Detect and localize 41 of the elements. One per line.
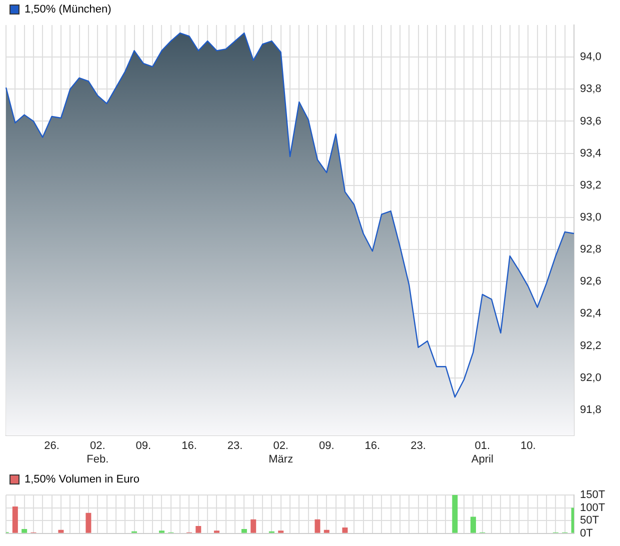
y-tick-label: 92,0 <box>580 372 602 384</box>
y-tick-label: 0T <box>580 527 594 540</box>
x-tick-label: 01. April <box>471 440 494 466</box>
bar <box>241 529 247 533</box>
bar <box>22 529 28 533</box>
x-tick-label: 26. <box>44 440 60 452</box>
x-tick-label: 16. <box>364 440 380 452</box>
x-tick-label: 02. Feb. <box>86 440 109 466</box>
y-tick-label: 91,8 <box>580 404 602 416</box>
y-tick-label: 93,0 <box>580 212 602 224</box>
bar <box>342 528 348 533</box>
bar <box>324 530 330 533</box>
y-tick-label: 92,8 <box>580 244 602 256</box>
bar <box>86 512 92 533</box>
bar <box>452 495 458 533</box>
y-tick-label: 94,0 <box>580 51 602 64</box>
x-tick-label: 10. <box>520 440 536 452</box>
legend-label: 1,50% Volumen in Euro <box>24 474 140 486</box>
y-tick-label: 93,4 <box>580 147 602 160</box>
x-tick-label: 09. <box>136 440 152 452</box>
legend-label: 1,50% (München) <box>24 4 112 16</box>
bar <box>470 516 476 533</box>
y-tick-label: 100T <box>580 502 606 514</box>
bar <box>12 506 18 533</box>
y-tick-label: 92,4 <box>580 308 602 320</box>
y-tick-label: 150T <box>580 489 606 502</box>
x-tick-label: 02. März <box>268 440 294 466</box>
bar <box>196 526 202 533</box>
y-tick-label: 50T <box>580 514 600 527</box>
x-tick-label: 16. <box>182 440 197 452</box>
y-tick-label: 93,8 <box>580 83 602 96</box>
x-tick-label: 09. <box>318 440 334 452</box>
y-tick-label: 93,6 <box>580 115 602 128</box>
x-tick-label: 23. <box>410 440 426 452</box>
bar <box>314 519 320 533</box>
x-tick-label: 23. <box>227 440 243 452</box>
y-tick-label: 92,2 <box>580 340 602 352</box>
y-tick-label: 92,6 <box>580 276 602 288</box>
bar <box>250 519 256 533</box>
y-tick-label: 93,2 <box>580 179 602 192</box>
bar <box>58 530 64 533</box>
